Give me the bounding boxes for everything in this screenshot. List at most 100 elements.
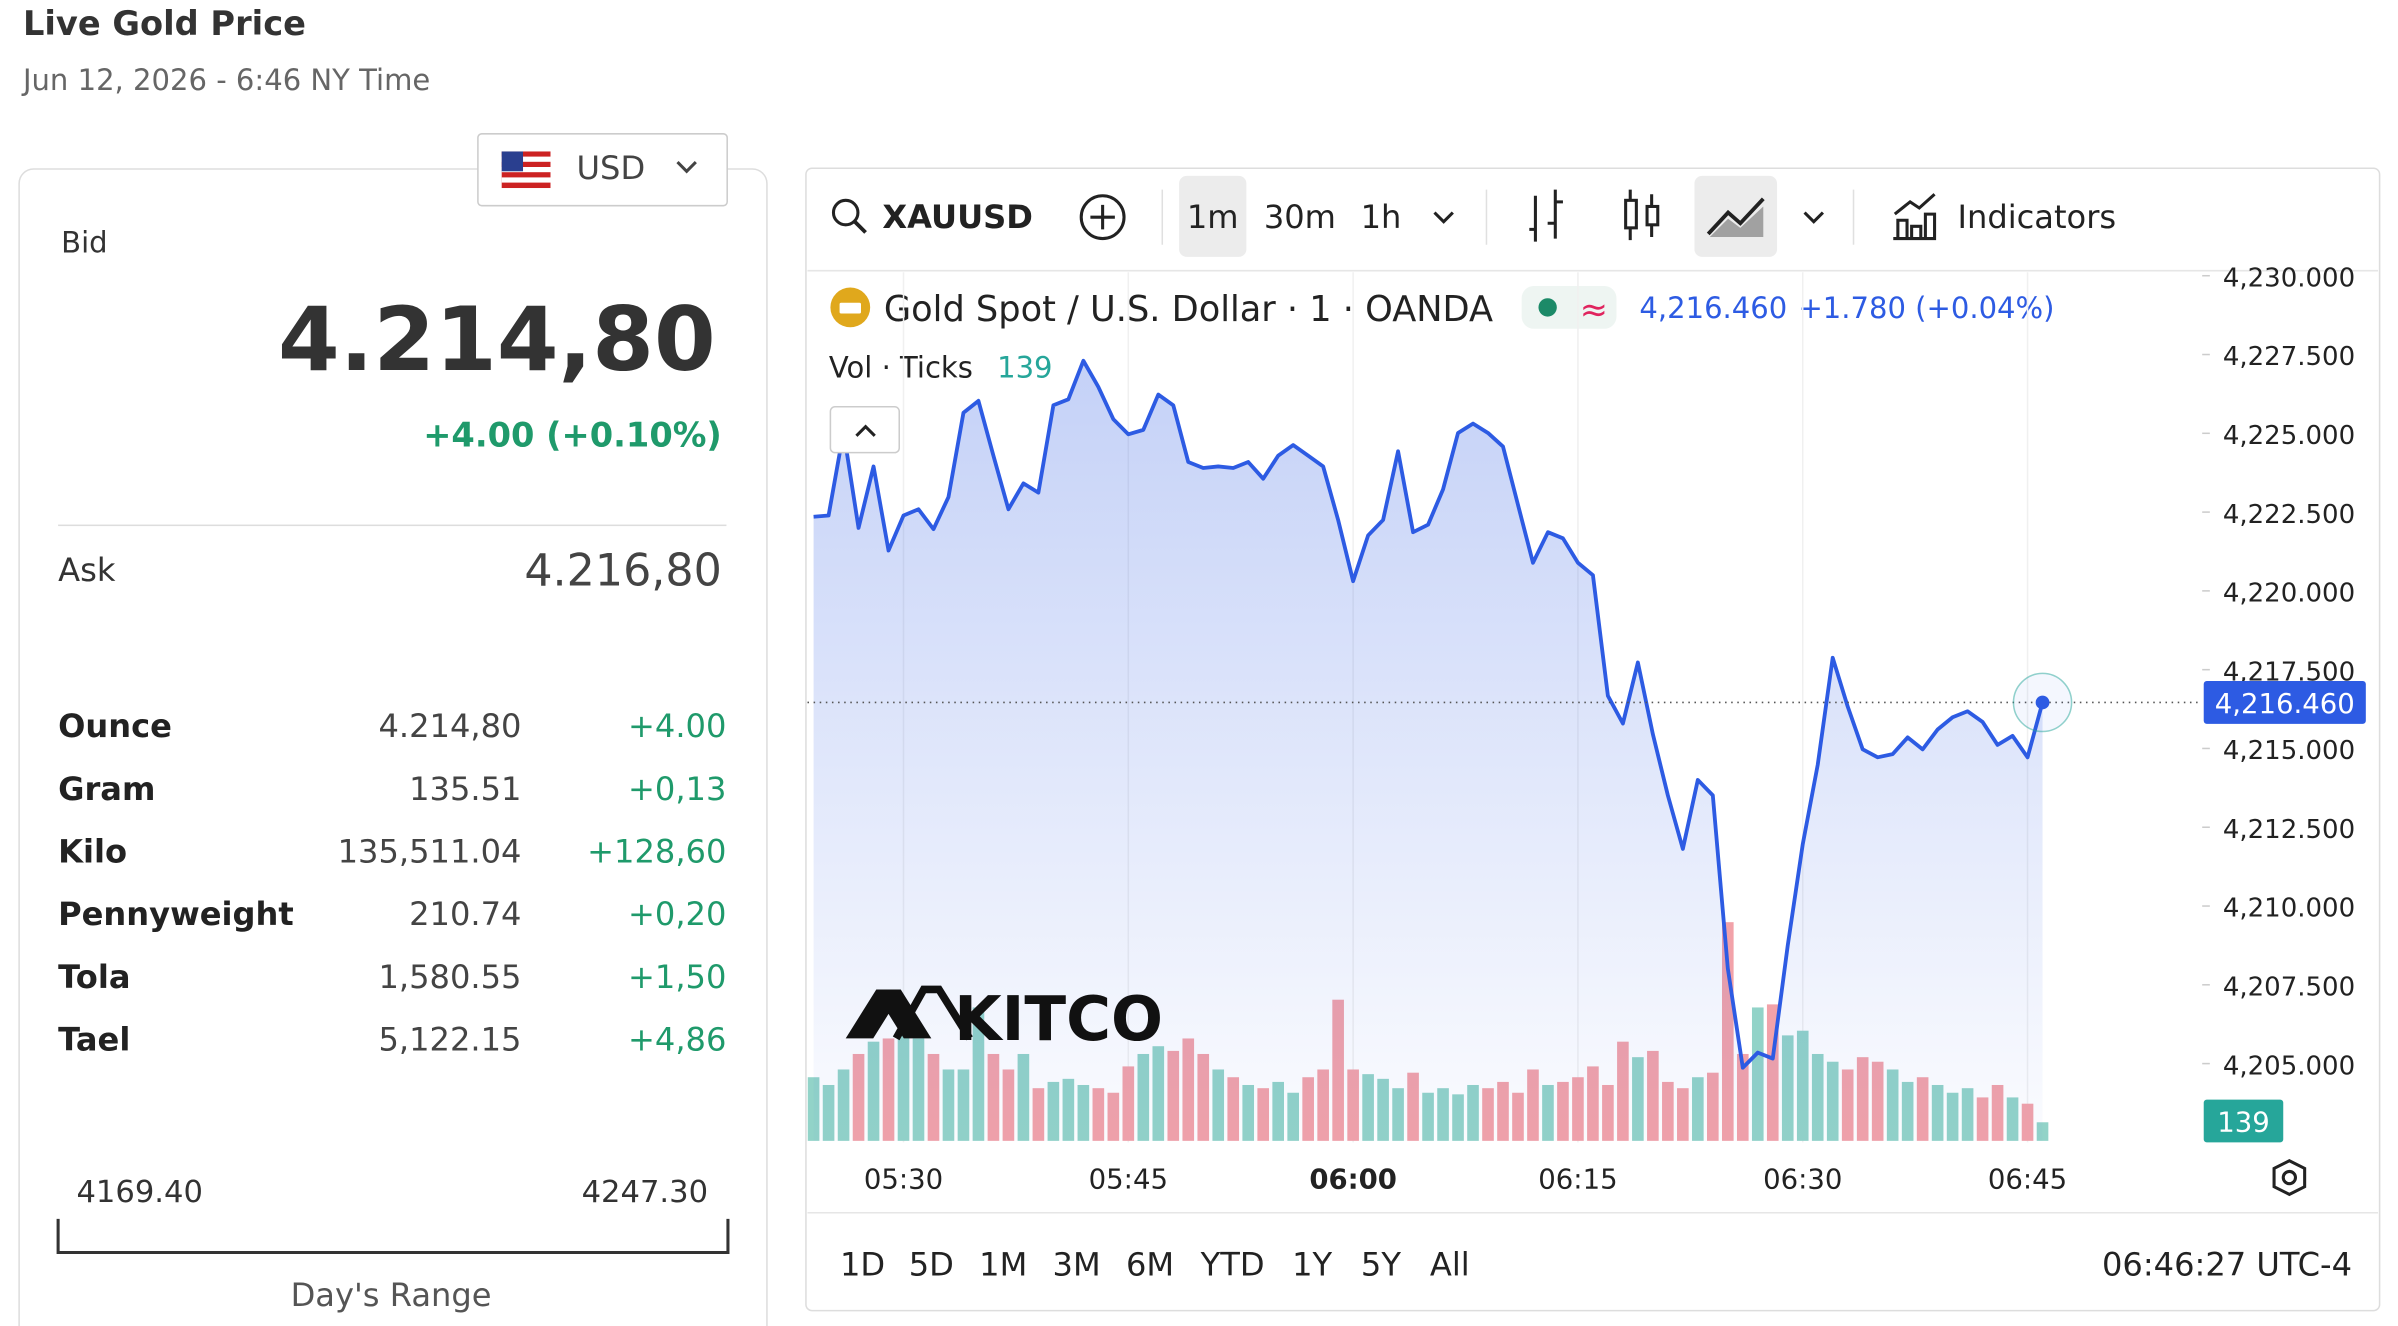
interval-selected bbox=[1179, 175, 1247, 257]
y-tick-label: 4,205.000 bbox=[2223, 1051, 2355, 1081]
logo: KITCO bbox=[845, 984, 1163, 1055]
divider bbox=[58, 524, 727, 527]
volume-value: 139 bbox=[997, 351, 1052, 385]
row-name: Pennyweight bbox=[58, 896, 294, 933]
currency: USD bbox=[576, 149, 646, 187]
ranges: 1D 5D 1M 3M 6M YTD 1Y 5Y All bbox=[840, 1245, 1470, 1283]
range-btn[interactable]: 1M bbox=[979, 1245, 1027, 1283]
flag bbox=[501, 151, 551, 189]
y-tick-label: 4,230.000 bbox=[2223, 263, 2355, 293]
volume-bar bbox=[2036, 1122, 2049, 1141]
row-price: 135.51 bbox=[409, 770, 522, 808]
chevron bbox=[676, 161, 697, 174]
change: +4.00 (+0.10%) bbox=[423, 417, 722, 456]
bars-icon[interactable] bbox=[1529, 189, 1563, 242]
price-tag bbox=[2203, 681, 2366, 724]
row-change: +0,13 bbox=[627, 770, 727, 808]
y-tick-label: 4,212.500 bbox=[2223, 815, 2355, 845]
range-btn[interactable]: 6M bbox=[1126, 1245, 1174, 1283]
volume-label: Vol · Ticks bbox=[829, 351, 973, 385]
ask: 4.216,80 bbox=[524, 544, 722, 597]
symbol: XAUUSD bbox=[882, 198, 1033, 236]
x-tick-label: 05:30 bbox=[864, 1163, 943, 1195]
range-label: Day's Range bbox=[290, 1276, 492, 1314]
row-price: 135,511.04 bbox=[337, 833, 522, 871]
logo-text: KITCO bbox=[954, 984, 1163, 1055]
range-btn[interactable]: 1Y bbox=[1292, 1245, 1332, 1283]
range-btn[interactable]: All bbox=[1430, 1245, 1470, 1283]
legend-value: 4,216.460 bbox=[1639, 291, 1787, 325]
volume-tag-text: 139 bbox=[2217, 1107, 2270, 1139]
legend: Gold Spot / U.S. Dollar · 1 · OANDA ≈ 4,… bbox=[829, 285, 2054, 385]
area-selected[interactable] bbox=[1694, 175, 1778, 257]
interval[interactable]: 1m bbox=[1187, 198, 1239, 236]
area-icon bbox=[1706, 197, 1765, 236]
row-change: +4,86 bbox=[627, 1021, 727, 1059]
range-low: 4169.40 bbox=[76, 1172, 203, 1210]
intervals: 1m 30m 1h bbox=[1187, 198, 1401, 236]
y-tick-label: 4,215.000 bbox=[2223, 736, 2355, 766]
x-tick-label: 06:15 bbox=[1538, 1163, 1617, 1195]
ask-label: Ask bbox=[58, 552, 116, 589]
row-change: +4.00 bbox=[627, 708, 727, 745]
x-tick-label: 06:00 bbox=[1309, 1163, 1397, 1195]
row-price: 210.74 bbox=[409, 896, 522, 933]
collapse[interactable] bbox=[829, 406, 900, 454]
add-symbol[interactable] bbox=[1079, 194, 1126, 241]
row-change: +1,50 bbox=[627, 958, 727, 996]
area-icon-fill bbox=[1709, 206, 1764, 238]
row-name: Gram bbox=[58, 770, 156, 808]
row-change: +128,60 bbox=[587, 833, 727, 871]
bid: 4.214,80 bbox=[277, 287, 716, 392]
x-tick-label: 05:45 bbox=[1089, 1163, 1168, 1195]
clock: 06:46:27 UTC-4 bbox=[2102, 1245, 2352, 1283]
row-name: Tael bbox=[58, 1021, 131, 1059]
row-change: +0,20 bbox=[627, 896, 727, 933]
indicators: Indicators bbox=[1958, 198, 2117, 236]
row-name: Ounce bbox=[58, 708, 172, 745]
y-tick-label: 4,207.500 bbox=[2223, 973, 2355, 1003]
y-tick-label: 4,210.000 bbox=[2223, 894, 2355, 924]
interval[interactable]: 30m bbox=[1264, 198, 1336, 236]
row-price: 5,122.15 bbox=[378, 1021, 522, 1059]
subtitle: Jun 12, 2026 - 6:46 NY Time bbox=[22, 64, 431, 98]
legend-title: Gold Spot / U.S. Dollar · 1 · OANDA bbox=[884, 289, 1493, 330]
range-btn[interactable]: 5Y bbox=[1361, 1245, 1401, 1283]
row-price: 1,580.55 bbox=[378, 958, 522, 996]
quote-card bbox=[18, 168, 768, 1326]
y-tick-label: 4,225.000 bbox=[2223, 421, 2355, 451]
y-tick-label: 4,227.500 bbox=[2223, 342, 2355, 372]
range-high: 4247.30 bbox=[581, 1172, 709, 1210]
volume-tag bbox=[2203, 1099, 2284, 1143]
last-point bbox=[2035, 695, 2050, 710]
currency-select[interactable]: USD bbox=[477, 133, 728, 207]
interval[interactable]: 1h bbox=[1361, 198, 1402, 236]
range-btn[interactable]: 1D bbox=[840, 1245, 885, 1283]
settings[interactable] bbox=[2272, 1159, 2307, 1197]
x-tick-label: 06:30 bbox=[1763, 1163, 1842, 1195]
range-btn[interactable]: YTD bbox=[1200, 1245, 1265, 1283]
y-tick-label: 4,222.500 bbox=[2223, 500, 2355, 530]
row-price: 4.214,80 bbox=[378, 708, 522, 745]
candles-icon[interactable] bbox=[1624, 189, 1660, 241]
title: Live Gold Price bbox=[22, 6, 306, 45]
market-status: ≈ bbox=[1580, 290, 1608, 329]
price-tag-text: 4,216.460 bbox=[2215, 688, 2355, 720]
legend-change: +1.780 (+0.04%) bbox=[1798, 291, 2054, 325]
range-btn[interactable]: 5D bbox=[909, 1245, 954, 1283]
search[interactable]: XAUUSD bbox=[831, 198, 1033, 236]
chevrons[interactable] bbox=[1433, 211, 1825, 224]
x-tick-label: 06:45 bbox=[1988, 1163, 2067, 1195]
price-line bbox=[813, 358, 2045, 1070]
row-name: Tola bbox=[58, 958, 131, 996]
bid-label: Bid bbox=[61, 226, 108, 260]
range-bar bbox=[56, 1218, 730, 1255]
indicators-btn[interactable]: Indicators bbox=[1893, 193, 2117, 241]
y-tick-label: 4,220.000 bbox=[2223, 579, 2355, 609]
range-btn[interactable]: 3M bbox=[1053, 1245, 1101, 1283]
row-name: Kilo bbox=[58, 833, 128, 871]
separators bbox=[1161, 189, 1855, 245]
